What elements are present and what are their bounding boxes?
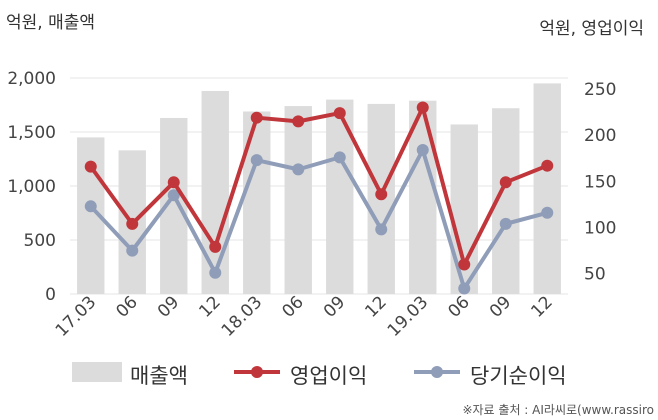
point-net-income — [84, 200, 97, 213]
left-axis-tick-label: 2,000 — [7, 69, 56, 89]
left-axis-tick-label: 500 — [24, 231, 56, 251]
legend-item-net-income: 당기순이익 — [412, 352, 612, 392]
point-operating-profit — [499, 176, 512, 189]
right-axis-unit-label: 억원, 영업이익 — [539, 19, 644, 39]
point-net-income — [416, 144, 429, 156]
right-axis-tick-label: 100 — [584, 219, 616, 239]
point-operating-profit — [209, 240, 222, 253]
x-axis-tick-label: 06 — [444, 292, 473, 321]
point-operating-profit — [541, 159, 554, 172]
legend-label-operating-profit: 영업이익 — [290, 364, 368, 388]
line-net-income — [89, 148, 548, 291]
legend-item-sales: 매출액 — [72, 352, 232, 392]
x-axis-tick-label: 12 — [361, 292, 390, 321]
point-net-income — [126, 244, 139, 257]
left-axis-tick-label: 0 — [45, 285, 56, 305]
point-net-income — [333, 151, 346, 164]
legend-label-net-income: 당기순이익 — [470, 364, 567, 388]
legend-marker-operating-profit — [234, 366, 280, 378]
bar-sales — [409, 100, 437, 295]
point-operating-profit — [375, 188, 388, 201]
point-operating-profit — [458, 258, 471, 271]
x-axis-tick-label: 09 — [320, 292, 349, 321]
bar-sales — [243, 111, 271, 294]
left-axis-tick-label: 1,500 — [7, 123, 56, 143]
x-axis-tick-label: 12 — [527, 292, 556, 321]
right-axis-tick-label: 150 — [584, 172, 616, 192]
right-axis-tick-label: 250 — [584, 80, 616, 100]
point-net-income — [499, 217, 512, 230]
x-axis-tick-label: 12 — [195, 292, 224, 321]
left-axis-tick-label: 1,000 — [7, 177, 56, 197]
source-note: ※자료 출처 : AI라씨로(www.rassiro — [462, 403, 654, 417]
point-net-income — [209, 266, 222, 279]
bar-sales — [533, 83, 561, 295]
point-net-income — [250, 154, 263, 167]
legend-marker-net-income — [414, 366, 460, 378]
x-axis-tick-label: 18.03 — [218, 292, 267, 341]
point-net-income — [458, 282, 471, 295]
point-net-income — [375, 223, 388, 236]
point-net-income — [541, 206, 554, 219]
legend-swatch-sales — [72, 362, 122, 382]
point-operating-profit — [84, 160, 97, 173]
x-axis-tick-label: 17.03 — [52, 292, 101, 341]
left-axis-unit-label: 억원, 매출액 — [6, 13, 96, 33]
point-operating-profit — [167, 176, 180, 189]
point-operating-profit — [416, 101, 429, 114]
right-axis-tick-label: 50 — [584, 265, 606, 285]
bar-sales — [284, 106, 312, 294]
legend-label-sales: 매출액 — [130, 364, 188, 388]
x-axis-tick-label: 19.03 — [384, 292, 433, 341]
point-net-income — [292, 163, 305, 176]
bar-sales — [201, 90, 229, 295]
chart-canvas: 2,000 1,500 1,000 500 0 250 200 150 100 50 17.03 06… — [7, 69, 616, 341]
x-axis-tick-label: 06 — [278, 292, 307, 321]
point-operating-profit — [333, 107, 346, 120]
x-axis-tick-label: 09 — [154, 292, 183, 321]
x-axis-tick-label: 06 — [112, 292, 141, 321]
x-axis-tick-label: 09 — [486, 292, 515, 321]
legend-item-operating-profit: 영업이익 — [232, 352, 412, 392]
point-operating-profit — [250, 111, 263, 124]
line-operating-profit — [89, 105, 548, 267]
point-operating-profit — [292, 115, 305, 128]
point-net-income — [167, 189, 180, 202]
right-axis-tick-label: 200 — [584, 126, 616, 146]
point-operating-profit — [126, 217, 139, 230]
chart-legend: 매출액 영업이익 당기순이익 — [0, 352, 658, 392]
